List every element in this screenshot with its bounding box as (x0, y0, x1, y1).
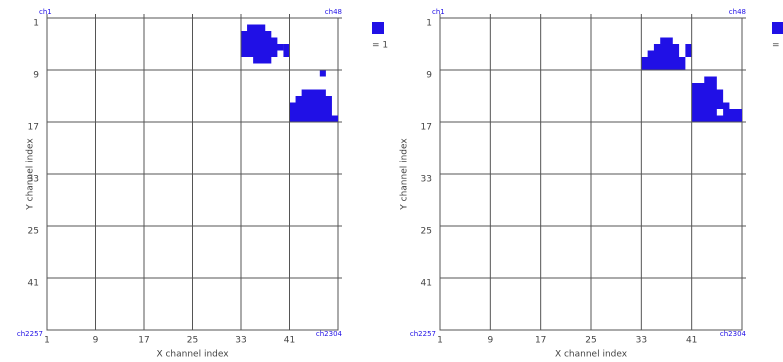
cell-run (691, 89, 724, 96)
y-tick-label: 9 (33, 71, 39, 81)
y-tick-label: 1 (33, 19, 39, 29)
cell-run (241, 31, 272, 38)
y-tick-label: 25 (421, 227, 432, 237)
cell-run (253, 57, 272, 64)
cell-run (295, 96, 332, 103)
corner-label: ch2257 (17, 330, 43, 338)
x-tick-label: 41 (686, 336, 697, 346)
cell-run (653, 44, 680, 51)
cell-run (247, 24, 266, 31)
x-tick-label: 1 (44, 336, 50, 346)
cell-run (301, 89, 326, 96)
cell-run (283, 44, 290, 51)
cell-run (241, 50, 278, 57)
cell-run (685, 44, 692, 51)
corner-label: ch48 (325, 8, 342, 16)
legend-swatch (372, 22, 384, 34)
y-axis-label: Y channel index (26, 138, 36, 211)
y-tick-label: 33 (421, 175, 432, 185)
x-tick-label: 41 (284, 336, 295, 346)
corner-label: ch2304 (720, 330, 747, 338)
cell-run (647, 50, 680, 57)
cell-run (283, 50, 290, 57)
legend-label: = 1 (372, 41, 388, 51)
x-tick-label: 1 (437, 336, 443, 346)
cell-run (319, 70, 326, 77)
legend-swatch (772, 22, 783, 34)
x-axis-label: X channel index (156, 350, 229, 360)
x-tick-label: 33 (636, 336, 647, 346)
x-tick-label: 17 (535, 336, 546, 346)
x-tick-label: 25 (585, 336, 596, 346)
cell-run (685, 50, 692, 57)
cell-run (691, 83, 717, 90)
y-tick-label: 33 (28, 175, 39, 185)
cell-run (704, 76, 717, 83)
cell-run (691, 102, 730, 109)
x-tick-label: 17 (138, 336, 149, 346)
corner-label: ch2304 (316, 330, 343, 338)
corner-label: ch1 (432, 8, 445, 16)
cell-run (289, 102, 332, 109)
cell-run (691, 115, 742, 122)
y-tick-label: 1 (426, 19, 432, 29)
cell-run (241, 37, 278, 44)
y-tick-label: 25 (28, 227, 39, 237)
cell-run (723, 109, 742, 116)
cell-run (289, 115, 338, 122)
cell-run (641, 57, 686, 64)
y-tick-label: 9 (426, 71, 432, 81)
cell-run (641, 63, 686, 70)
x-tick-label: 25 (187, 336, 198, 346)
y-tick-label: 41 (28, 279, 39, 289)
corner-label: ch1 (39, 8, 52, 16)
y-tick-label: 17 (28, 123, 39, 133)
corner-label: ch2257 (410, 330, 436, 338)
x-tick-label: 9 (487, 336, 493, 346)
x-tick-label: 9 (93, 336, 99, 346)
x-tick-label: 33 (235, 336, 246, 346)
x-axis-label: X channel index (555, 350, 628, 360)
cell-run (289, 109, 332, 116)
cell-run (691, 109, 717, 116)
corner-label: ch48 (729, 8, 746, 16)
cell-run (691, 96, 724, 103)
y-axis-label: Y channel index (400, 138, 410, 211)
y-tick-label: 17 (421, 123, 432, 133)
cell-run (660, 37, 673, 44)
y-tick-label: 41 (421, 279, 432, 289)
legend-label: = (772, 41, 780, 51)
cell-run (241, 44, 284, 51)
